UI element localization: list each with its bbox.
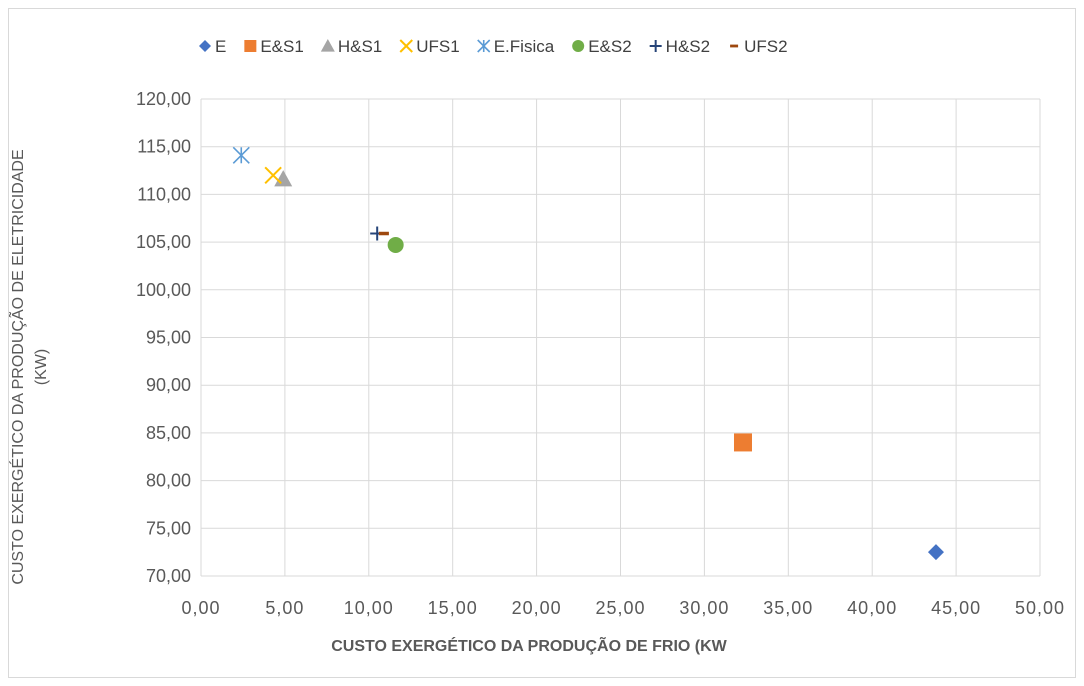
data-point-e-s1	[733, 433, 752, 452]
scatter-chart: 0,00 5,00 10,00 15,00 20,00 25,00 30,00 35,00 40…	[7, 37, 1065, 655]
data-point-e	[927, 544, 944, 561]
legend: E E&S1 H&S1 UFS1 E.Fisica E&S2 H&S2 UFS2	[199, 37, 788, 56]
legend-marker-e-s2	[572, 40, 585, 52]
legend-marker-ufs1	[399, 39, 413, 53]
data-point-e-s2	[387, 236, 404, 253]
x-tick-label: 5,00	[265, 598, 304, 618]
x-tick-label: 25,00	[595, 598, 645, 618]
data-point-ufs1	[264, 166, 282, 185]
legend-label-e: E	[215, 37, 226, 56]
x-tick-label: 40,00	[847, 598, 897, 618]
legend-marker-h-s1	[320, 39, 335, 52]
x-axis-tick-labels: 0,00 5,00 10,00 15,00 20,00 25,00 30,00 35,00 40…	[181, 598, 1065, 618]
y-tick-label: 120,00	[136, 89, 191, 109]
x-tick-label: 50,00	[1015, 598, 1065, 618]
x-tick-label: 45,00	[931, 598, 981, 618]
x-tick-label: 30,00	[679, 598, 729, 618]
x-axis-label: CUSTO EXERGÉTICO DA PRODUÇÃO DE FRIO (KW	[331, 635, 727, 655]
legend-label-h-s1: H&S1	[338, 37, 382, 56]
y-tick-label: 105,00	[136, 232, 191, 252]
legend-marker-e	[199, 40, 211, 52]
data-points	[232, 146, 944, 561]
legend-label-ufs2: UFS2	[744, 37, 787, 56]
x-tick-label: 10,00	[344, 598, 394, 618]
y-tick-label: 90,00	[146, 375, 191, 395]
y-axis-label-line2: (KW)	[33, 349, 50, 385]
x-tick-label: 0,00	[181, 598, 220, 618]
y-tick-label: 115,00	[137, 137, 191, 157]
legend-label-ufs1: UFS1	[416, 37, 459, 56]
legend-label-e-s1: E&S1	[260, 37, 303, 56]
y-tick-label: 80,00	[146, 471, 191, 491]
y-tick-label: 110,00	[137, 184, 191, 204]
legend-marker-e-s1	[244, 40, 257, 52]
y-tick-label: 75,00	[146, 518, 191, 538]
legend-label-h-s2: H&S2	[666, 37, 710, 56]
y-tick-label: 100,00	[136, 280, 191, 300]
x-tick-label: 35,00	[763, 598, 813, 618]
data-point-ufs2	[378, 231, 389, 236]
x-tick-label: 15,00	[428, 598, 478, 618]
y-tick-label: 85,00	[146, 423, 191, 443]
x-tick-label: 20,00	[512, 598, 562, 618]
y-tick-label: 70,00	[146, 566, 191, 586]
legend-marker-ufs2	[730, 44, 739, 48]
grid-lines	[200, 98, 1041, 577]
legend-label-e-fisica: E.Fisica	[494, 37, 555, 56]
legend-label-e-s2: E&S2	[588, 37, 631, 56]
y-axis-tick-labels: 70,00 75,00 80,00 85,00 90,00 95,00 100,00 105,…	[136, 89, 191, 586]
legend-marker-h-s2	[649, 40, 662, 52]
legend-marker-e-fisica	[477, 39, 491, 53]
data-point-e-fisica	[232, 146, 250, 164]
chart-area: 0,00 5,00 10,00 15,00 20,00 25,00 30,00 35,00 40…	[7, 8, 1076, 678]
y-axis-label-line1: CUSTO EXERGÉTICO DA PRODUÇÃO DE ELETRICI…	[9, 149, 27, 584]
y-tick-label: 95,00	[146, 328, 191, 348]
